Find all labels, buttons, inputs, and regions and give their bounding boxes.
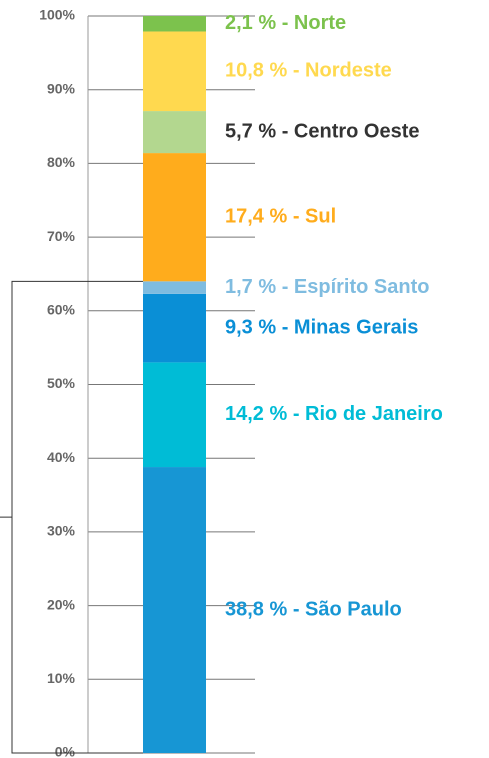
value-label: 9,3 % - Minas Gerais bbox=[225, 316, 418, 338]
bar-segment bbox=[143, 362, 206, 468]
value-label: 2,1 % - Norte bbox=[225, 12, 346, 34]
y-tick-label: 50% bbox=[47, 375, 76, 391]
y-tick-label: 30% bbox=[47, 523, 76, 539]
bar-segment bbox=[143, 31, 206, 112]
bar-segment bbox=[143, 16, 206, 32]
y-tick-label: 70% bbox=[47, 228, 76, 244]
value-label: 14,2 % - Rio de Janeiro bbox=[225, 403, 443, 425]
value-label: 17,4 % - Sul bbox=[225, 205, 336, 227]
y-tick-label: 0% bbox=[55, 744, 76, 758]
value-label: 10,8 % - Nordeste bbox=[225, 60, 392, 82]
value-label: 1,7 % - Espírito Santo bbox=[225, 276, 429, 298]
bar-segment bbox=[143, 153, 206, 282]
bracket bbox=[0, 280, 143, 754]
y-tick-label: 60% bbox=[47, 302, 76, 318]
y-tick-label: 90% bbox=[47, 80, 76, 96]
value-label: 5,7 % - Centro Oeste bbox=[225, 120, 420, 142]
bar-segment bbox=[143, 293, 206, 363]
bar-segment bbox=[143, 467, 206, 753]
y-tick-label: 20% bbox=[47, 596, 76, 612]
bar-segment bbox=[143, 111, 206, 154]
y-tick-label: 100% bbox=[39, 7, 75, 23]
y-tick-label: 10% bbox=[47, 670, 76, 686]
y-tick-label: 80% bbox=[47, 154, 76, 170]
value-label: 38,8 % - São Paulo bbox=[225, 598, 402, 620]
bar-segment bbox=[143, 281, 206, 294]
y-tick-label: 40% bbox=[47, 449, 76, 465]
